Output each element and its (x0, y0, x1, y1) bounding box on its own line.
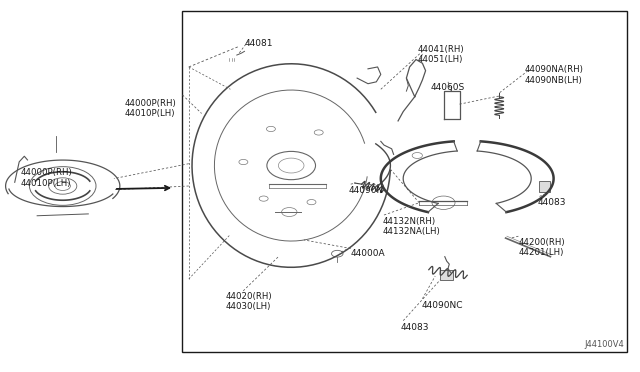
Bar (182, 11, 627, 352)
Bar (440, 270, 453, 280)
Text: 44083: 44083 (538, 198, 566, 207)
Text: 44060S: 44060S (430, 83, 465, 92)
Text: 44081: 44081 (244, 39, 273, 48)
Text: 44200(RH)
44201(LH): 44200(RH) 44201(LH) (518, 238, 565, 257)
Text: 44083: 44083 (401, 323, 429, 331)
Text: 44000P(RH)
44010P(LH): 44000P(RH) 44010P(LH) (20, 168, 72, 187)
Text: 44132N(RH)
44132NA(LH): 44132N(RH) 44132NA(LH) (383, 217, 440, 236)
Text: 44090NC: 44090NC (421, 301, 463, 310)
Text: 44000A: 44000A (351, 249, 385, 258)
Text: 44090NA(RH)
44090NB(LH): 44090NA(RH) 44090NB(LH) (525, 65, 584, 84)
Bar (539, 181, 550, 192)
Text: J44100V4: J44100V4 (584, 340, 624, 349)
Text: 44041(RH)
44051(LH): 44041(RH) 44051(LH) (417, 45, 464, 64)
Text: 44000P(RH)
44010P(LH): 44000P(RH) 44010P(LH) (125, 99, 177, 118)
Text: 44020(RH)
44030(LH): 44020(RH) 44030(LH) (225, 292, 272, 311)
Text: 44090N: 44090N (349, 186, 384, 195)
